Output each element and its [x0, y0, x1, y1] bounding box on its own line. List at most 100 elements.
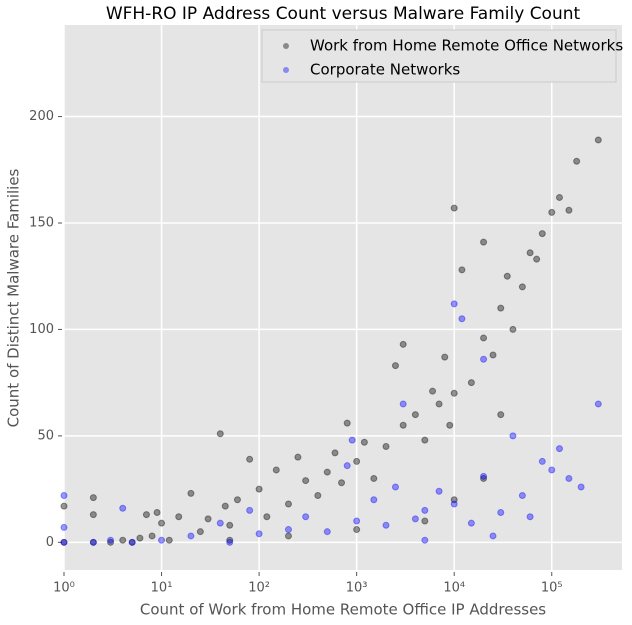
point: [399, 421, 407, 429]
point: [158, 519, 166, 527]
point: [399, 400, 407, 408]
point: [480, 472, 488, 480]
x-tick-label: 10⁵: [541, 581, 563, 596]
point: [294, 453, 302, 461]
point: [284, 526, 292, 534]
point: [565, 474, 573, 482]
point: [226, 536, 234, 544]
point: [233, 496, 241, 504]
y-tick-label: 200: [29, 109, 54, 124]
x-tick-label: 10³: [346, 581, 368, 596]
point: [158, 536, 166, 544]
point: [489, 532, 497, 540]
point: [503, 272, 511, 280]
point: [458, 315, 466, 323]
point: [148, 532, 156, 540]
point: [187, 532, 195, 540]
legend-box: [261, 29, 617, 83]
point: [226, 538, 234, 546]
point: [314, 491, 322, 499]
point: [89, 511, 97, 519]
point: [272, 466, 280, 474]
chart-title: WFH-RO IP Address Count versus Malware F…: [106, 4, 581, 24]
point: [594, 136, 602, 144]
grid: 0 50 100 150 200 10⁰ 10¹ 10² 10³ 10⁴ 10⁵: [29, 25, 622, 596]
point: [136, 534, 144, 542]
point: [119, 536, 127, 544]
point: [89, 538, 97, 546]
legend-marker: [283, 43, 289, 49]
point: [128, 538, 136, 546]
point: [450, 500, 458, 508]
point: [353, 457, 361, 465]
point: [60, 538, 68, 546]
point: [226, 521, 234, 529]
point: [343, 462, 351, 470]
point: [246, 506, 254, 514]
point: [435, 400, 443, 408]
x-tick-label: 10¹: [151, 581, 173, 596]
point: [107, 538, 115, 546]
point: [107, 536, 115, 544]
y-tick-label: 150: [29, 215, 54, 230]
point: [338, 479, 346, 487]
point: [284, 500, 292, 508]
point: [323, 468, 331, 476]
point: [89, 538, 97, 546]
point: [353, 517, 361, 525]
legend-label: Work from Home Remote Office Networks: [310, 37, 623, 55]
point: [450, 300, 458, 308]
point: [165, 536, 173, 544]
point: [497, 509, 505, 517]
y-tick-label: 100: [29, 322, 54, 337]
point: [382, 443, 390, 451]
x-tick-label: 10⁴: [443, 581, 465, 596]
point: [573, 157, 581, 165]
point: [509, 432, 517, 440]
point: [480, 238, 488, 246]
point: [548, 208, 556, 216]
y-axis-label: Count of Distinct Malware Families: [5, 168, 23, 427]
point: [429, 387, 437, 395]
point: [382, 521, 390, 529]
point: [175, 513, 183, 521]
y-tick-label: 0: [46, 535, 54, 550]
point: [421, 506, 429, 514]
point: [331, 449, 339, 457]
point: [594, 400, 602, 408]
y-tick-label: 50: [37, 428, 54, 443]
point: [119, 504, 127, 512]
point: [302, 513, 310, 521]
point: [518, 491, 526, 499]
point: [538, 230, 546, 238]
point: [458, 266, 466, 274]
point: [411, 515, 419, 523]
point: [497, 411, 505, 419]
point: [411, 411, 419, 419]
point: [548, 466, 556, 474]
point: [441, 353, 449, 361]
point: [142, 511, 150, 519]
point: [526, 249, 534, 257]
legend-label: Corporate Networks: [310, 61, 460, 79]
point: [555, 193, 563, 201]
point: [467, 519, 475, 527]
point: [450, 204, 458, 212]
point: [577, 483, 585, 491]
point: [391, 362, 399, 370]
point: [538, 457, 546, 465]
point: [353, 526, 361, 534]
point: [60, 491, 68, 499]
point: [216, 519, 224, 527]
point: [518, 283, 526, 291]
point: [450, 389, 458, 397]
point: [216, 430, 224, 438]
point: [221, 502, 229, 510]
point: [480, 334, 488, 342]
point: [421, 436, 429, 444]
point: [153, 509, 161, 517]
point: [255, 485, 263, 493]
x-tick-label: 10⁰: [53, 581, 75, 596]
point: [360, 438, 368, 446]
